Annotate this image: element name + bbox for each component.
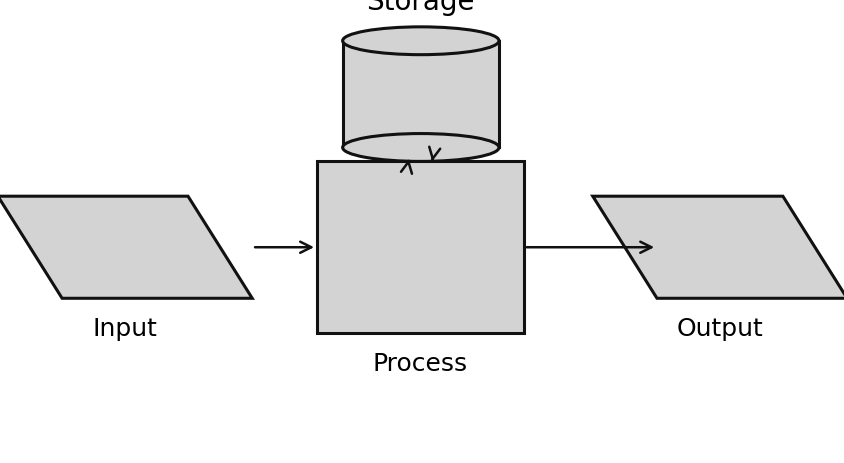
Bar <box>343 42 498 148</box>
Text: Input: Input <box>93 316 157 340</box>
Polygon shape <box>0 197 252 299</box>
Bar <box>316 162 523 333</box>
Polygon shape <box>592 197 844 299</box>
Ellipse shape <box>343 28 498 56</box>
Text: Output: Output <box>676 316 762 340</box>
Ellipse shape <box>343 134 498 162</box>
Text: Process: Process <box>372 351 468 375</box>
Text: Storage: Storage <box>366 0 474 16</box>
